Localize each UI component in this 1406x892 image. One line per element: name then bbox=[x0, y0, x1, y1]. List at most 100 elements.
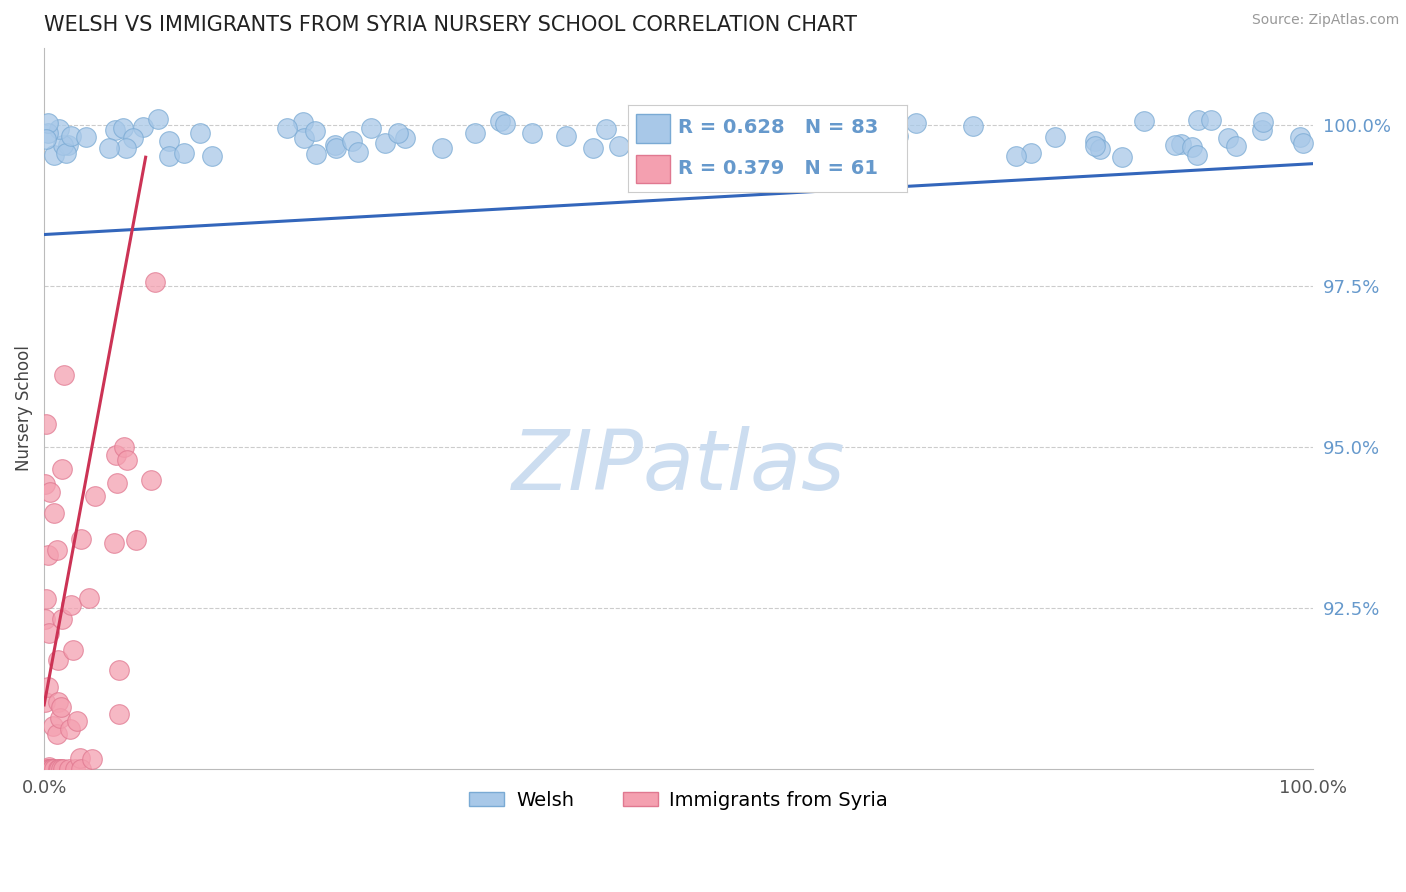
Point bbox=[46, 653, 69, 667]
Point bbox=[60, 598, 83, 612]
Point bbox=[41, 762, 63, 776]
Point bbox=[103, 536, 125, 550]
Point bbox=[866, 130, 889, 145]
Point bbox=[554, 129, 576, 144]
Point bbox=[304, 147, 326, 161]
Point bbox=[607, 139, 630, 153]
Point bbox=[105, 475, 128, 490]
Point bbox=[304, 124, 326, 138]
Point bbox=[38, 762, 60, 776]
Point bbox=[740, 134, 762, 148]
Point bbox=[723, 143, 745, 157]
Point bbox=[751, 118, 773, 132]
Point bbox=[1289, 130, 1312, 145]
Point bbox=[1199, 113, 1222, 128]
Point bbox=[157, 134, 180, 148]
Point bbox=[38, 762, 60, 776]
Point bbox=[1225, 138, 1247, 153]
Point bbox=[682, 116, 704, 130]
Point bbox=[45, 543, 67, 558]
Point bbox=[201, 149, 224, 163]
Point bbox=[489, 114, 512, 128]
Point bbox=[55, 145, 77, 160]
Point bbox=[38, 484, 60, 499]
Point bbox=[52, 137, 75, 152]
Point bbox=[41, 762, 63, 776]
Point bbox=[60, 128, 83, 143]
Point bbox=[37, 126, 59, 140]
Point bbox=[37, 626, 59, 640]
Point bbox=[82, 752, 104, 766]
Point bbox=[146, 112, 169, 127]
Legend: Welsh, Immigrants from Syria: Welsh, Immigrants from Syria bbox=[461, 783, 896, 817]
Point bbox=[1181, 140, 1204, 154]
Point bbox=[49, 762, 72, 776]
Point bbox=[122, 131, 145, 145]
Point bbox=[1185, 148, 1208, 162]
Point bbox=[360, 120, 382, 135]
Text: Source: ZipAtlas.com: Source: ZipAtlas.com bbox=[1251, 13, 1399, 28]
Point bbox=[115, 141, 138, 155]
Point bbox=[37, 680, 59, 694]
Point bbox=[1292, 136, 1315, 150]
Point bbox=[65, 714, 87, 728]
Point bbox=[292, 131, 315, 145]
Point bbox=[63, 762, 86, 776]
Point bbox=[1084, 134, 1107, 148]
Point bbox=[340, 134, 363, 148]
Point bbox=[1170, 137, 1192, 152]
Text: ZIPatlas: ZIPatlas bbox=[512, 425, 845, 507]
Point bbox=[107, 663, 129, 677]
Point bbox=[38, 762, 60, 776]
Point bbox=[83, 489, 105, 503]
Point bbox=[1251, 123, 1274, 137]
Point bbox=[1019, 145, 1042, 160]
Point bbox=[69, 762, 91, 776]
Point bbox=[34, 132, 56, 146]
Point bbox=[98, 141, 121, 155]
Point bbox=[387, 126, 409, 140]
Point bbox=[34, 417, 56, 431]
Point bbox=[34, 592, 56, 607]
Point bbox=[631, 119, 654, 133]
Point bbox=[125, 533, 148, 547]
Point bbox=[70, 532, 93, 546]
Point bbox=[42, 762, 65, 776]
Point bbox=[42, 506, 65, 520]
Point bbox=[34, 612, 56, 626]
Point bbox=[52, 762, 75, 776]
Point bbox=[325, 138, 347, 153]
Point bbox=[1164, 137, 1187, 152]
Point bbox=[430, 141, 453, 155]
Point bbox=[842, 137, 865, 152]
Point bbox=[143, 275, 166, 289]
Point bbox=[34, 696, 56, 710]
Point bbox=[374, 136, 396, 150]
Point bbox=[1251, 115, 1274, 129]
Point bbox=[595, 122, 617, 136]
Point bbox=[1111, 150, 1133, 164]
Point bbox=[42, 147, 65, 161]
Point bbox=[863, 139, 886, 153]
Point bbox=[347, 145, 370, 159]
Point bbox=[105, 449, 128, 463]
Point bbox=[520, 126, 543, 140]
Point bbox=[157, 149, 180, 163]
Point bbox=[904, 115, 927, 129]
Point bbox=[762, 145, 785, 160]
Point bbox=[51, 462, 73, 476]
Point bbox=[394, 130, 416, 145]
Point bbox=[627, 144, 650, 158]
Point bbox=[856, 141, 879, 155]
Text: WELSH VS IMMIGRANTS FROM SYRIA NURSERY SCHOOL CORRELATION CHART: WELSH VS IMMIGRANTS FROM SYRIA NURSERY S… bbox=[44, 15, 858, 35]
Point bbox=[49, 711, 72, 725]
Point bbox=[190, 126, 212, 140]
Point bbox=[46, 727, 69, 741]
Point bbox=[132, 120, 155, 135]
Point bbox=[112, 120, 135, 135]
Point bbox=[582, 141, 605, 155]
Y-axis label: Nursery School: Nursery School bbox=[15, 345, 32, 472]
Point bbox=[107, 706, 129, 721]
Point bbox=[48, 762, 70, 776]
Point bbox=[34, 476, 56, 491]
